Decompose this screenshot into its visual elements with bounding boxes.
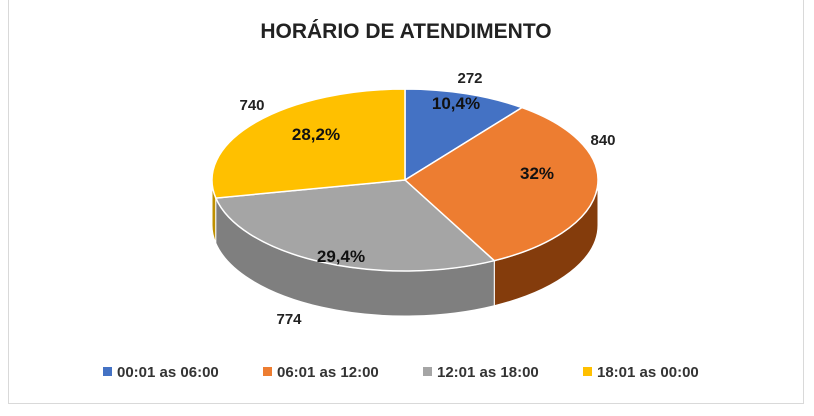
value-label-2: 774 <box>276 311 302 328</box>
legend-swatch-2 <box>423 367 432 376</box>
pie-slice-1[interactable] <box>403 106 599 262</box>
pie-slice-0[interactable] <box>404 88 524 182</box>
legend-label-0: 00:01 as 06:00 <box>117 364 219 381</box>
pie-slice-3[interactable] <box>211 88 406 199</box>
legend-label-1: 06:01 as 12:00 <box>277 364 379 381</box>
legend-label-2: 12:01 as 18:00 <box>437 364 539 381</box>
legend-swatch-0 <box>103 367 112 376</box>
legend: 00:01 as 06:00 06:01 as 12:00 12:01 as 18:… <box>103 364 699 381</box>
percent-label-3: 28,2% <box>292 125 340 144</box>
value-label-3: 740 <box>239 97 264 114</box>
chart-title: HORÁRIO DE ATENDIMENTO <box>260 20 551 43</box>
percent-label-2: 29,4% <box>317 247 365 266</box>
value-label-0: 272 <box>457 70 482 87</box>
value-label-1: 840 <box>590 132 615 149</box>
legend-label-3: 18:01 as 00:00 <box>597 364 699 381</box>
pie-labels: 10,4% 272 32% 840 29,4% 774 28,2% 740 <box>239 70 615 328</box>
legend-swatch-1 <box>263 367 272 376</box>
pie-tops <box>211 88 599 272</box>
percent-label-0: 10,4% <box>432 94 480 113</box>
pie-slice-2[interactable] <box>214 179 496 272</box>
percent-label-1: 32% <box>520 164 554 183</box>
legend-swatch-3 <box>583 367 592 376</box>
